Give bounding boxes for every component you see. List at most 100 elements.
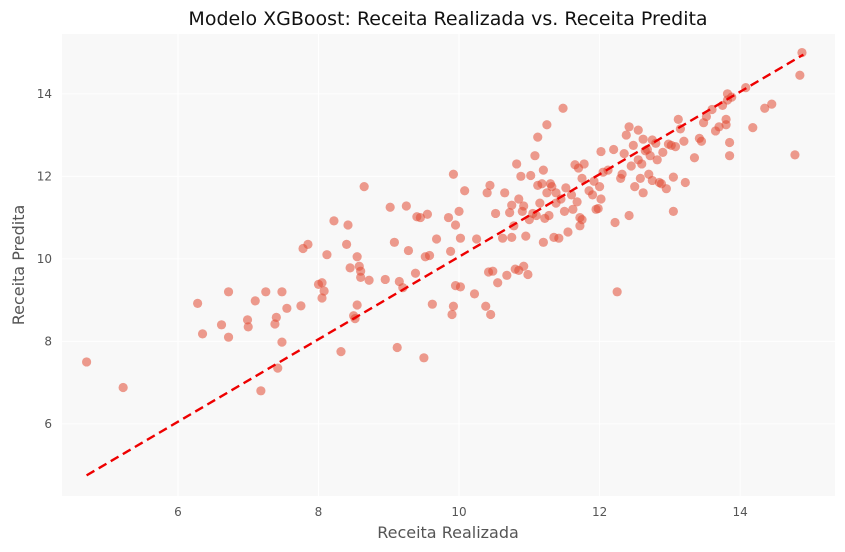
data-point	[403, 245, 414, 256]
data-point	[519, 201, 529, 211]
data-point	[679, 136, 689, 146]
data-point	[455, 233, 466, 243]
data-point	[216, 320, 227, 330]
data-point	[343, 220, 353, 230]
data-point	[566, 190, 577, 200]
data-point	[380, 274, 390, 285]
data-point	[760, 103, 770, 113]
data-point	[512, 159, 522, 169]
data-point	[490, 208, 501, 219]
data-point	[389, 237, 399, 247]
data-point	[481, 301, 491, 311]
data-point	[256, 386, 266, 396]
data-point	[261, 287, 271, 297]
data-point	[352, 252, 362, 262]
data-point	[447, 309, 457, 320]
data-point	[551, 188, 561, 198]
data-point	[680, 177, 690, 188]
data-point	[633, 125, 643, 135]
data-point	[594, 182, 605, 192]
data-point	[498, 233, 508, 243]
data-point	[448, 301, 459, 311]
data-point	[596, 194, 606, 204]
data-points	[81, 47, 807, 396]
data-point	[554, 233, 564, 243]
y-tick-labels: 6 8 10 12 14	[37, 87, 52, 431]
data-point	[526, 170, 536, 181]
data-point	[647, 175, 657, 186]
data-point	[359, 182, 369, 192]
data-point	[519, 261, 529, 271]
data-point	[568, 204, 578, 214]
data-point	[535, 198, 545, 208]
reference-line	[85, 53, 804, 477]
chart-title: Modelo XGBoost: Receita Realizada vs. Re…	[188, 8, 707, 30]
data-point	[514, 194, 524, 204]
data-point	[317, 278, 327, 288]
data-point	[319, 286, 329, 296]
data-point	[619, 149, 629, 159]
data-point	[795, 70, 805, 80]
grid-lines	[62, 34, 835, 496]
data-point	[450, 220, 461, 230]
x-tick-label: 6	[174, 505, 182, 519]
data-point	[81, 357, 92, 367]
data-point	[336, 347, 346, 357]
data-point	[500, 188, 510, 198]
data-point	[243, 322, 253, 332]
data-point	[593, 203, 603, 214]
data-point	[714, 122, 724, 132]
data-point	[197, 329, 208, 339]
data-point	[401, 201, 411, 211]
data-point	[533, 132, 543, 142]
data-point	[485, 180, 495, 190]
data-point	[668, 206, 678, 216]
y-tick-label: 6	[44, 417, 52, 431]
data-point	[638, 188, 648, 198]
data-point	[223, 287, 234, 297]
data-point	[415, 212, 425, 223]
data-point	[673, 114, 683, 124]
data-point	[689, 153, 700, 163]
data-point	[277, 337, 287, 347]
data-point	[579, 159, 589, 169]
data-point	[317, 293, 327, 303]
data-point	[637, 159, 647, 169]
data-point	[296, 301, 306, 311]
x-tick-label: 14	[732, 505, 747, 519]
data-point	[797, 47, 807, 58]
data-point	[561, 183, 571, 193]
data-point	[638, 134, 648, 144]
data-point	[364, 275, 374, 285]
data-point	[118, 382, 128, 393]
data-point	[724, 137, 735, 148]
data-point	[454, 206, 464, 216]
y-axis-label: Receita Predita	[9, 205, 28, 326]
data-point	[303, 239, 313, 249]
data-point	[563, 227, 573, 237]
data-point	[419, 353, 429, 363]
data-point	[488, 266, 498, 276]
data-point	[538, 237, 548, 247]
data-point	[322, 250, 332, 260]
data-point	[493, 278, 503, 288]
data-point	[282, 303, 292, 313]
data-point	[621, 130, 631, 140]
data-point	[661, 184, 671, 194]
data-point	[658, 147, 668, 157]
data-point	[482, 188, 492, 198]
data-point	[223, 332, 234, 342]
data-point	[790, 150, 800, 160]
data-point	[431, 234, 442, 244]
data-point	[242, 315, 253, 325]
x-tick-labels: 6 8 10 12 14	[174, 505, 748, 519]
data-point	[612, 287, 622, 297]
data-point	[624, 122, 634, 132]
data-point	[645, 151, 655, 161]
data-point	[748, 123, 758, 133]
data-point	[617, 169, 627, 179]
data-point	[277, 287, 287, 297]
data-point	[559, 206, 570, 216]
data-point	[523, 269, 533, 280]
